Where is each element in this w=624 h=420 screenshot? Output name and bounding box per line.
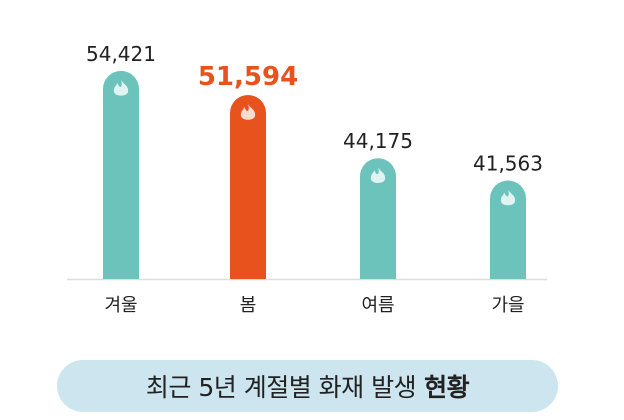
category-label: 가을 bbox=[491, 295, 524, 316]
value-label: 51,594 bbox=[198, 62, 298, 92]
bar-3 bbox=[490, 180, 526, 279]
chart-title: 최근 5년 계절별 화재 발생 bbox=[145, 373, 417, 402]
value-label: 54,421 bbox=[86, 42, 156, 66]
bar-chart: 54,421 겨울 51,594 봄 44,175 여름 41,563 가을 bbox=[67, 42, 547, 316]
chart-title-banner: 최근 5년 계절별 화재 발생 현황 bbox=[57, 360, 558, 412]
flame-icon bbox=[370, 167, 386, 183]
category-label: 봄 bbox=[240, 295, 257, 316]
bar-1 bbox=[230, 95, 266, 279]
value-label: 41,563 bbox=[473, 151, 543, 175]
bar-0 bbox=[103, 70, 139, 280]
chart-title-bold: 현황 bbox=[424, 373, 470, 402]
flame-icon bbox=[500, 189, 516, 206]
flame-icon bbox=[113, 79, 129, 96]
flame-icon bbox=[240, 104, 256, 120]
category-label: 여름 bbox=[361, 295, 394, 316]
category-label: 겨울 bbox=[104, 295, 137, 316]
value-label: 44,175 bbox=[343, 129, 413, 153]
bar-2 bbox=[360, 158, 396, 279]
